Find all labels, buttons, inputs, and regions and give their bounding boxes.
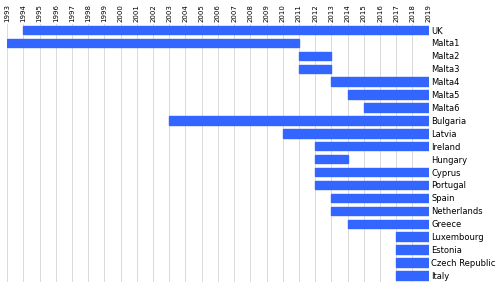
- Bar: [283, 129, 428, 138]
- Bar: [348, 90, 428, 99]
- Bar: [315, 142, 428, 150]
- Bar: [7, 39, 299, 47]
- Bar: [315, 168, 428, 176]
- Bar: [396, 233, 428, 241]
- Bar: [299, 65, 332, 73]
- Bar: [348, 220, 428, 228]
- Bar: [396, 271, 428, 280]
- Bar: [299, 52, 332, 60]
- Bar: [315, 155, 348, 163]
- Bar: [396, 258, 428, 267]
- Bar: [332, 206, 428, 215]
- Bar: [315, 181, 428, 189]
- Bar: [332, 78, 428, 86]
- Bar: [332, 194, 428, 202]
- Bar: [170, 116, 428, 125]
- Bar: [24, 26, 428, 34]
- Bar: [396, 245, 428, 254]
- Bar: [364, 103, 428, 112]
